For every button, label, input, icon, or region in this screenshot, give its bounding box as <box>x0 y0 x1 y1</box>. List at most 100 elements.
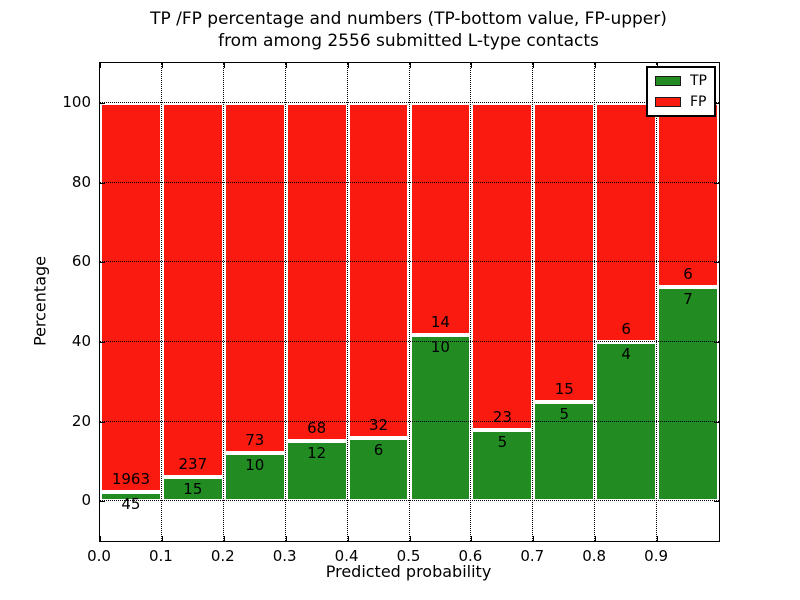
x-tick-mark-bottom <box>595 536 597 541</box>
bar-label-tp: 5 <box>559 404 570 423</box>
bar-segment-fp <box>285 102 348 442</box>
x-tick-label: 0.5 <box>396 547 421 565</box>
bar-segment-fp <box>657 102 719 287</box>
y-tick-mark-left <box>100 102 105 104</box>
gridline-horizontal <box>100 261 719 263</box>
bar-segment-fp <box>595 102 658 342</box>
x-tick-mark-top <box>471 63 473 68</box>
bar-label-fp: 15 <box>554 379 574 398</box>
x-tick-mark-bottom <box>533 536 535 541</box>
legend-item-tp: TP <box>655 74 707 88</box>
bar-segment-tp <box>161 477 224 502</box>
x-tick-mark-bottom <box>100 536 101 541</box>
x-tick-mark-top <box>347 63 349 68</box>
gridline-vertical <box>594 63 596 541</box>
bar-label-tp: 45 <box>121 495 141 514</box>
bar-label-tp: 7 <box>683 289 693 308</box>
x-tick-label: 0.1 <box>148 547 173 565</box>
fp-swatch-icon <box>655 97 681 107</box>
chart-title-line1: TP /FP percentage and numbers (TP-bottom… <box>150 9 667 29</box>
bar-segment-tp <box>657 286 719 502</box>
legend-label-fp: FP <box>690 94 707 110</box>
x-tick-label: 0.8 <box>582 547 607 565</box>
x-tick-label: 0.9 <box>644 547 669 565</box>
bar-label-fp: 1963 <box>111 470 151 489</box>
y-tick-label: 0 <box>81 491 91 510</box>
bar-label-fp: 23 <box>492 408 512 427</box>
chart-title: TP /FP percentage and numbers (TP-bottom… <box>99 8 718 52</box>
bar-label-tp: 4 <box>621 344 631 363</box>
y-tick-mark-right <box>714 262 719 264</box>
bar-label-tp: 6 <box>373 441 384 460</box>
bar-segment-fp <box>223 102 286 454</box>
bar-label-tp: 15 <box>183 480 203 499</box>
x-tick-label: 0.2 <box>210 547 235 565</box>
x-tick-label: 0.6 <box>458 547 483 565</box>
bar-segment-fp <box>533 102 596 402</box>
y-tick-mark-left <box>100 341 105 343</box>
y-tick-mark-right <box>714 341 719 343</box>
gridline-vertical <box>284 63 286 541</box>
x-tick-mark-bottom <box>161 536 163 541</box>
bar-segment-tp <box>285 441 348 502</box>
gridline-horizontal <box>100 420 719 422</box>
bar-segment-fp <box>161 102 224 478</box>
gridline-vertical <box>160 63 162 541</box>
gridline-horizontal <box>100 340 719 342</box>
chart-title-line2: from among 2556 submitted L-type contact… <box>218 31 599 51</box>
gridline-vertical <box>470 63 472 541</box>
gridline-horizontal <box>100 101 719 103</box>
y-tick-mark-right <box>714 102 719 104</box>
y-tick-label: 100 <box>62 92 91 111</box>
x-tick-mark-bottom <box>223 536 225 541</box>
bar-label-tp: 10 <box>245 456 265 475</box>
gridline-vertical <box>408 63 410 541</box>
legend-label-tp: TP <box>690 73 707 89</box>
y-tick-mark-right <box>714 421 719 423</box>
gridline-vertical <box>222 63 224 541</box>
x-tick-mark-top <box>285 63 287 68</box>
bar-label-fp: 73 <box>245 431 265 450</box>
x-tick-mark-bottom <box>471 536 473 541</box>
bar-label-fp: 6 <box>683 264 693 283</box>
plot-area: 1963 45 237 15 73 10 68 12 32 6 14 10 23 5 15 5 6 4 6 7 <box>99 62 720 542</box>
tp-swatch-icon <box>655 76 681 86</box>
bar-label-fp: 68 <box>307 419 327 438</box>
y-tick-mark-right <box>714 182 719 184</box>
bar-segment-fp <box>471 102 534 431</box>
bar-label-tp: 5 <box>497 433 508 452</box>
bar-segment-fp <box>409 102 472 336</box>
bar-segment-tp <box>471 430 534 502</box>
x-tick-mark-top <box>409 63 411 68</box>
gridline-vertical <box>346 63 348 541</box>
bar-segment-fp <box>100 102 162 493</box>
x-tick-label: 0.3 <box>272 547 297 565</box>
gridline-horizontal <box>100 500 719 502</box>
bar-label-tp: 12 <box>307 444 327 463</box>
bar-label-fp: 32 <box>368 416 389 435</box>
y-tick-label: 80 <box>71 172 91 191</box>
y-tick-label: 20 <box>71 411 91 430</box>
x-tick-mark-bottom <box>409 536 411 541</box>
gridline-vertical <box>656 63 658 541</box>
x-tick-mark-top <box>657 63 659 68</box>
bar-label-fp: 6 <box>621 319 631 338</box>
x-tick-mark-top <box>223 63 225 68</box>
y-tick-mark-left <box>100 262 105 264</box>
x-tick-label: 0.7 <box>520 547 545 565</box>
x-tick-mark-bottom <box>657 536 659 541</box>
x-tick-label: 0.4 <box>334 547 359 565</box>
y-tick-mark-left <box>100 421 105 423</box>
gridline-horizontal <box>100 181 719 183</box>
x-tick-label: 0.0 <box>87 547 111 565</box>
bar-label-fp: 237 <box>178 455 208 474</box>
bar-segment-fp <box>347 102 410 439</box>
bar-label-tp: 10 <box>430 338 450 357</box>
bar-label-fp: 14 <box>430 313 450 332</box>
x-axis-label: Predicted probability <box>325 562 492 581</box>
x-tick-mark-top <box>595 63 597 68</box>
x-tick-mark-bottom <box>347 536 349 541</box>
x-tick-mark-top <box>161 63 163 68</box>
y-tick-mark-right <box>714 501 719 503</box>
y-tick-label: 40 <box>71 331 91 350</box>
